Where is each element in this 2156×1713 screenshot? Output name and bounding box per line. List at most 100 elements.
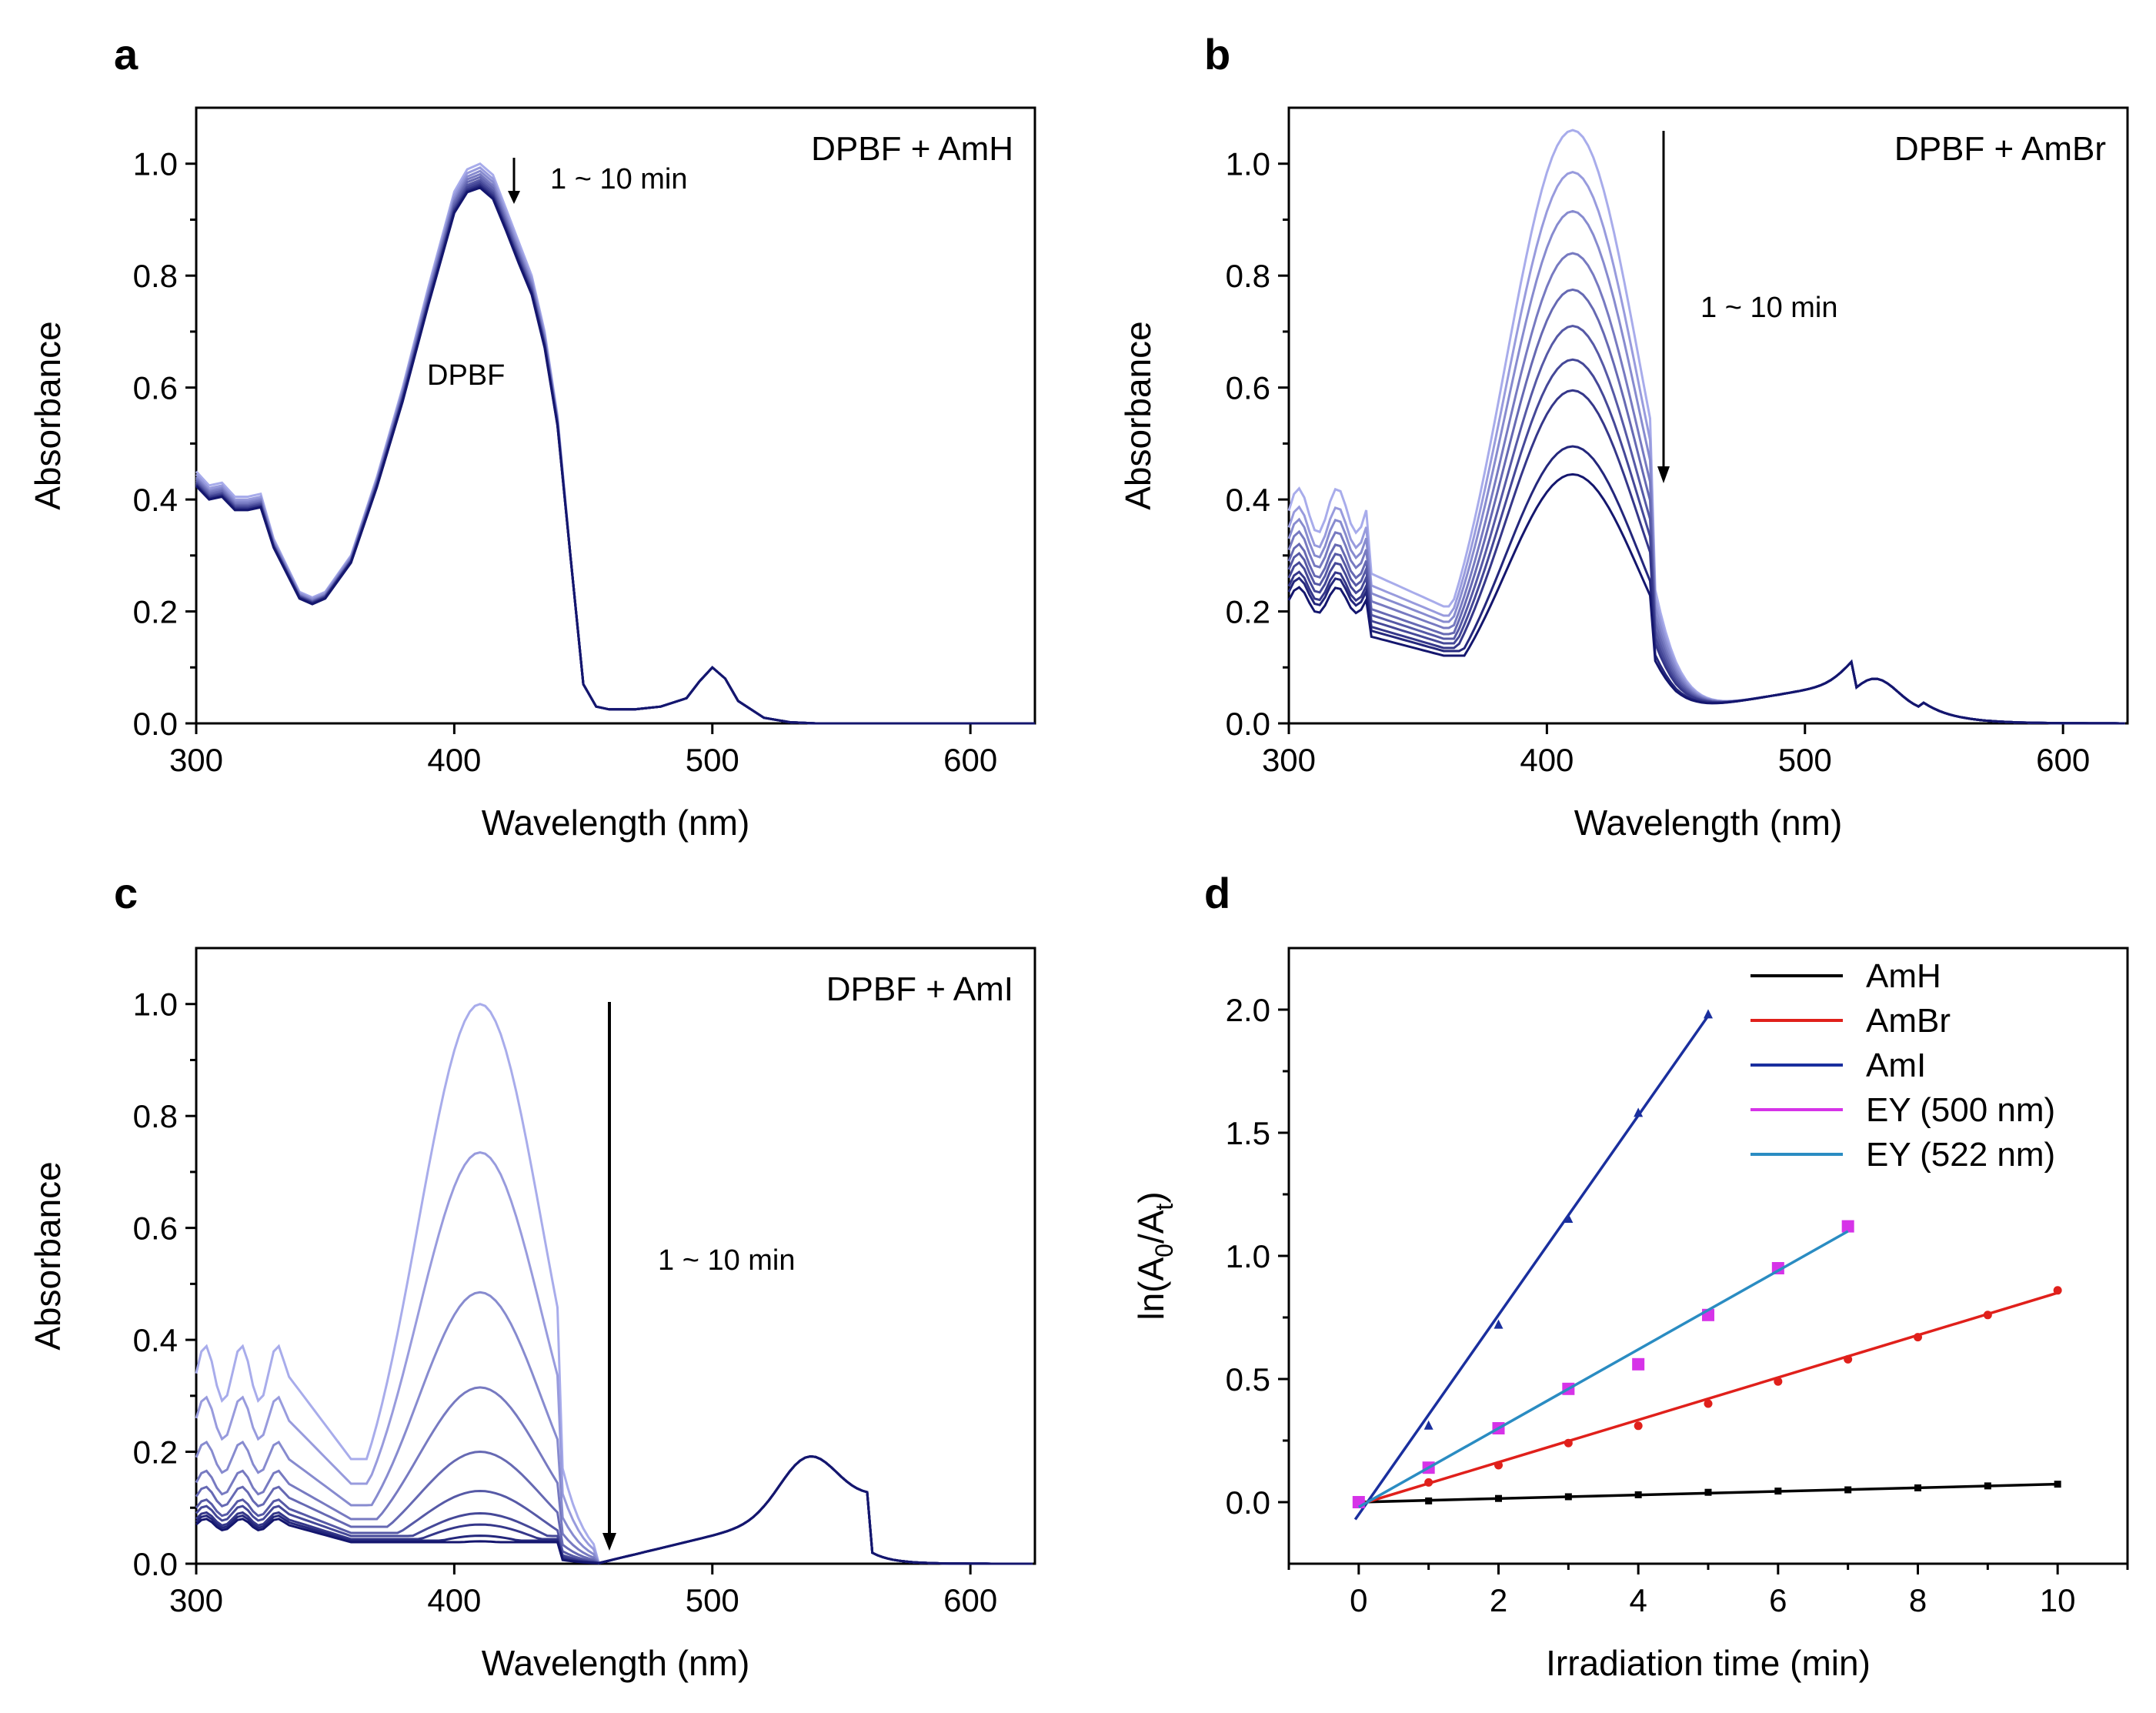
annotation: DPBF + AmI xyxy=(826,970,1013,1008)
x-tick-label: 600 xyxy=(2036,742,2090,778)
spectrum-line-b-7 xyxy=(1287,358,2125,725)
data-point xyxy=(1774,1488,1782,1495)
data-point xyxy=(1495,1494,1502,1502)
spectrum-line-a-7 xyxy=(195,180,1035,725)
data-point xyxy=(1914,1333,1922,1342)
spectrum-line-a-2 xyxy=(195,166,1035,725)
spectrum-line-c-1 xyxy=(195,1003,1033,1565)
data-point xyxy=(1844,1486,1852,1494)
y-tick-label: 0.8 xyxy=(133,258,178,294)
panel-c: 300 400 500 600 0.0 0.2 0.4 0.6 0.8 1.0 Wavelength… xyxy=(28,869,1036,1683)
y-tick-label: 0.0 xyxy=(133,706,178,742)
spectrum-line-a-1 xyxy=(195,162,1035,725)
y-tick-label: 2.0 xyxy=(1226,992,1270,1028)
data-point xyxy=(1914,1484,1921,1491)
x-tick-label: 300 xyxy=(1262,742,1316,778)
y-tick-label: 0.6 xyxy=(133,370,178,406)
x-tick-label: 8 xyxy=(1909,1582,1927,1618)
spectrum-line-b-2 xyxy=(1287,171,2125,725)
data-point xyxy=(1632,1357,1645,1371)
y-tick-label: 0.2 xyxy=(133,594,178,630)
y-tick-label: 0.4 xyxy=(133,482,178,518)
y-tick-label: 0.4 xyxy=(1226,482,1270,518)
annotation: DPBF + AmBr xyxy=(1894,130,2106,168)
x-tick-label: 10 xyxy=(2040,1582,2076,1618)
y-tick-label: 0.6 xyxy=(133,1210,178,1247)
y-tick-label: 1.0 xyxy=(1226,1238,1270,1274)
spectrum-line-c-10 xyxy=(195,1454,1033,1565)
y-axis-title: Absorbance xyxy=(28,321,68,510)
data-point xyxy=(1983,1311,1992,1320)
fit-line xyxy=(1353,1014,1710,1521)
data-point xyxy=(2053,1286,2062,1295)
x-tick-label: 300 xyxy=(169,742,223,778)
y-tick-label: 1.0 xyxy=(1226,146,1270,182)
y-tick-label: 0.2 xyxy=(133,1434,178,1471)
x-tick-label: 2 xyxy=(1490,1582,1507,1618)
spectrum-line-a-10 xyxy=(195,186,1035,725)
down-arrow-head xyxy=(602,1533,616,1551)
spectrum-line-c-7 xyxy=(195,1454,1033,1565)
data-point xyxy=(1704,1009,1713,1019)
arrow-label: 1 ~ 10 min xyxy=(550,163,688,195)
legend-label: EY (500 nm) xyxy=(1866,1091,2055,1129)
y-tick-label: 1.5 xyxy=(1226,1115,1270,1151)
y-axis-title-part: 0 xyxy=(1150,1244,1178,1257)
y-axis-title-part: /A xyxy=(1131,1210,1171,1244)
legend-label: AmI xyxy=(1866,1047,1926,1084)
data-point xyxy=(1494,1461,1503,1470)
spectrum-line-a-3 xyxy=(195,169,1035,725)
arrow-label: 1 ~ 10 min xyxy=(1700,292,1838,324)
data-point xyxy=(1844,1354,1853,1364)
spectrum-line-b-3 xyxy=(1287,209,2125,725)
x-axis-title: Wavelength (nm) xyxy=(1574,803,1843,843)
data-point xyxy=(1564,1214,1574,1223)
x-tick-label: 400 xyxy=(427,742,481,778)
fit-line xyxy=(1358,1291,2058,1506)
series-ey-500-nm- xyxy=(1352,1220,1854,1508)
y-tick-label: 0.0 xyxy=(133,1546,178,1582)
y-tick-label: 0.8 xyxy=(1226,258,1270,294)
spectrum-line-c-8 xyxy=(195,1454,1033,1565)
y-tick-label: 1.0 xyxy=(133,146,178,182)
spectrum-line-a-6 xyxy=(195,179,1035,725)
x-axis-title: Irradiation time (min) xyxy=(1546,1643,1871,1683)
data-point xyxy=(1704,1399,1713,1408)
spectrum-line-c-9 xyxy=(195,1454,1033,1565)
peak-label: DPBF xyxy=(427,359,505,392)
data-point xyxy=(1984,1482,1991,1490)
data-point xyxy=(1841,1220,1854,1233)
legend-label: AmH xyxy=(1866,957,1941,995)
data-point xyxy=(1774,1377,1783,1386)
data-point xyxy=(2054,1481,2061,1488)
x-tick-label: 400 xyxy=(1520,742,1574,778)
y-axis-title: Absorbance xyxy=(1118,321,1158,510)
y-tick-label: 0.4 xyxy=(133,1322,178,1358)
data-point xyxy=(1494,1319,1504,1329)
fit-line xyxy=(1357,1230,1849,1508)
data-point xyxy=(1425,1497,1433,1504)
y-tick-label: 0.8 xyxy=(133,1098,178,1134)
data-point xyxy=(1423,1420,1433,1430)
panel-letter: d xyxy=(1204,869,1230,917)
data-point xyxy=(1564,1493,1572,1501)
y-tick-label: 0.6 xyxy=(1226,370,1270,406)
data-point xyxy=(1634,1491,1642,1498)
spectrum-line-b-8 xyxy=(1287,389,2125,725)
plot-frame xyxy=(1287,947,2129,1565)
x-axis-title: Wavelength (nm) xyxy=(482,1643,750,1683)
x-tick-label: 500 xyxy=(686,1582,739,1618)
y-tick-label: 1.0 xyxy=(133,987,178,1023)
spectrum-line-b-9 xyxy=(1287,445,2125,725)
spectrum-line-b-5 xyxy=(1287,288,2125,725)
plot-frame xyxy=(195,947,1036,1565)
x-tick-label: 4 xyxy=(1629,1582,1647,1618)
data-point xyxy=(1704,1488,1712,1496)
x-tick-label: 600 xyxy=(943,1582,997,1618)
x-tick-label: 400 xyxy=(427,1582,481,1618)
y-axis-title-part: ) xyxy=(1131,1191,1171,1203)
y-axis-title-part: ln(A xyxy=(1131,1257,1171,1321)
y-tick-label: 0.0 xyxy=(1226,1484,1270,1521)
spectrum-line-a-8 xyxy=(195,182,1035,725)
spectrum-line-a-5 xyxy=(195,175,1035,725)
